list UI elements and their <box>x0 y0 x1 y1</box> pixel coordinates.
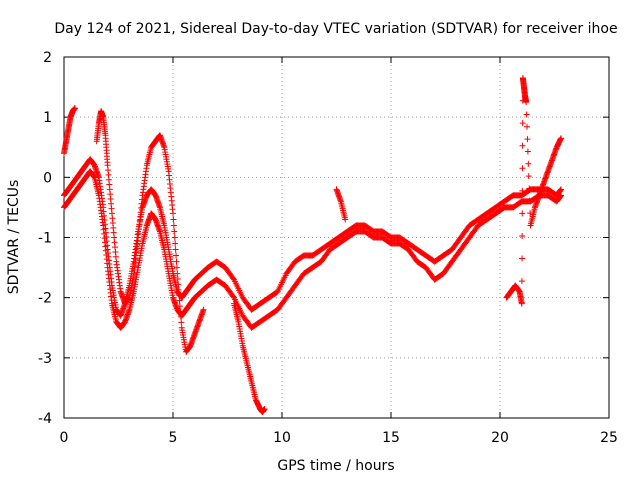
data-point <box>342 216 349 223</box>
data-point <box>175 281 182 288</box>
data-point <box>526 185 533 192</box>
data-point <box>524 148 531 155</box>
y-tick-label: -4 <box>38 411 52 427</box>
data-point <box>176 297 183 304</box>
data-point <box>519 165 526 172</box>
data-point <box>200 306 207 313</box>
data-point <box>170 210 176 217</box>
data-point <box>177 308 184 315</box>
y-tick-label: 1 <box>43 110 52 126</box>
data-point <box>171 234 178 241</box>
series-trace-d <box>333 75 565 307</box>
data-point <box>519 210 526 217</box>
x-tick-label: 0 <box>60 430 69 446</box>
data-point <box>558 186 565 193</box>
y-tick-label: -3 <box>38 351 52 367</box>
data-point <box>524 123 531 130</box>
x-tick-label: 10 <box>273 430 291 446</box>
data-point <box>519 187 526 194</box>
data-point <box>524 136 531 143</box>
data-point <box>170 222 177 229</box>
data-point <box>230 293 237 300</box>
data-point <box>261 405 268 412</box>
data-point <box>525 173 532 180</box>
data-points <box>61 75 565 415</box>
axis-ticks <box>63 56 610 419</box>
y-axis-label: SDTVAR / TECUs <box>6 180 22 295</box>
data-point <box>177 313 184 320</box>
series-trace-c <box>61 105 268 415</box>
data-point <box>174 270 181 277</box>
x-tick-label: 5 <box>169 430 178 446</box>
data-point <box>519 120 526 127</box>
data-point <box>519 232 526 239</box>
data-point <box>173 252 180 259</box>
y-tick-label: 2 <box>43 50 52 66</box>
data-point <box>230 275 237 282</box>
series-trace-b <box>61 168 565 331</box>
x-tick-label: 20 <box>491 430 509 446</box>
data-point <box>174 276 181 283</box>
y-tick-label: 0 <box>43 170 52 186</box>
data-point <box>176 303 183 310</box>
data-point <box>176 292 183 299</box>
data-point <box>526 197 533 204</box>
y-tick-label: -1 <box>38 231 52 247</box>
data-point <box>558 135 565 142</box>
x-tick-label: 15 <box>382 430 400 446</box>
data-point <box>172 240 179 247</box>
data-point <box>172 246 179 253</box>
data-point <box>523 111 530 118</box>
data-point <box>173 264 180 271</box>
data-point <box>519 255 526 262</box>
data-point <box>170 216 177 223</box>
data-point <box>523 99 530 106</box>
data-point <box>518 300 525 307</box>
chart-title: Day 124 of 2021, Sidereal Day-to-day VTE… <box>54 21 617 37</box>
data-point <box>175 286 182 293</box>
data-point <box>525 160 532 167</box>
y-tick-label: -2 <box>38 291 52 307</box>
data-point <box>71 105 78 112</box>
data-point <box>518 278 525 285</box>
data-point <box>558 192 565 199</box>
y-tick-labels: -4 -3 -2 -1 0 1 2 <box>38 50 52 427</box>
data-point <box>173 258 180 265</box>
data-point <box>171 228 178 235</box>
data-point <box>178 319 185 326</box>
x-tick-label: 25 <box>600 430 618 446</box>
x-axis-label: GPS time / hours <box>277 458 394 474</box>
x-tick-labels: 0 5 10 15 20 25 <box>60 430 618 446</box>
data-point <box>519 142 526 149</box>
